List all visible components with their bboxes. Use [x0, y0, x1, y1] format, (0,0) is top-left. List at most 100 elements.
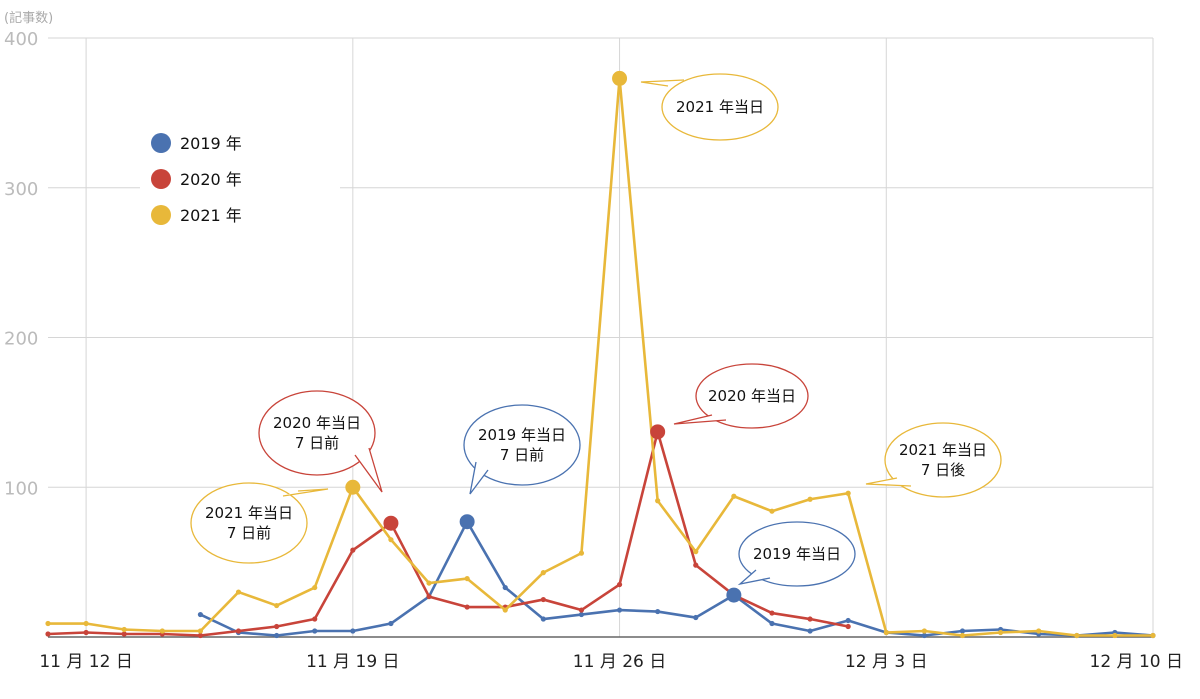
callout-tail	[865, 477, 912, 487]
callout-tail-fill	[674, 415, 726, 424]
data-point	[655, 608, 661, 615]
x-tick-label: 12 月 10 日	[1090, 652, 1183, 672]
callout-a2020-day: 2020 年当日	[673, 363, 809, 429]
legend-background	[140, 118, 340, 238]
data-point	[616, 581, 623, 588]
legend-label: 2019 年	[180, 134, 242, 153]
data-point	[1036, 628, 1042, 634]
data-point	[921, 628, 927, 634]
data-point	[312, 616, 318, 622]
callout-text: 2021 年当日	[205, 504, 293, 522]
callout-bubble	[190, 482, 308, 564]
highlight-point	[459, 514, 475, 530]
callout-text: 2021 年当日	[676, 98, 764, 116]
callout-bubble	[661, 73, 779, 141]
data-point	[578, 607, 585, 613]
data-point	[959, 628, 966, 634]
data-point	[197, 628, 204, 634]
data-point	[350, 547, 356, 553]
callout-text: 2021 年当日	[899, 441, 987, 459]
data-point	[197, 611, 204, 618]
data-point	[1150, 632, 1156, 639]
callout-text: 2019 年当日	[478, 426, 566, 444]
callout-bubble	[884, 422, 1002, 498]
data-point	[540, 570, 546, 576]
data-point	[388, 620, 394, 627]
callout-tail	[469, 461, 489, 495]
data-point	[1074, 632, 1080, 639]
data-point	[1112, 632, 1118, 639]
highlight-point	[612, 70, 628, 86]
legend-marker	[151, 205, 171, 225]
series-layer	[45, 70, 1156, 639]
data-point	[83, 620, 89, 627]
data-point	[312, 628, 318, 634]
y-tick-label: 300	[4, 179, 38, 200]
callout-a2019-7before: 2019 年当日 7 日前	[463, 404, 581, 495]
data-point	[769, 620, 775, 627]
highlight-point	[726, 587, 742, 603]
data-point	[845, 490, 851, 496]
callout-a2021-7after: 2021 年当日 7 日後	[865, 422, 1002, 498]
x-tick-label: 11 月 26 日	[573, 652, 666, 672]
highlight-point	[650, 424, 666, 440]
data-point	[578, 611, 585, 618]
data-point	[693, 614, 699, 621]
callout-text: 7 日後	[921, 461, 965, 479]
data-point	[769, 610, 775, 616]
data-point	[274, 623, 280, 630]
callout-text: 2019 年当日	[753, 545, 841, 563]
data-point	[121, 631, 127, 637]
x-tick-label: 11 月 19 日	[306, 652, 399, 672]
data-point	[959, 632, 966, 639]
legend-marker	[151, 169, 171, 189]
data-point	[388, 537, 394, 543]
data-point	[693, 562, 699, 568]
data-point	[159, 628, 165, 634]
callout-tail-fill	[740, 570, 770, 584]
series-line-2021年	[48, 77, 1153, 637]
data-point	[997, 629, 1004, 636]
callout-tail	[737, 569, 771, 586]
callout-text: 7 日前	[500, 446, 544, 464]
callout-text: 2020 年当日	[708, 387, 796, 405]
data-point	[540, 596, 546, 603]
x-tick-label: 12 月 3 日	[845, 652, 928, 672]
data-point	[235, 589, 242, 595]
callout-a2021-7before: 2021 年当日 7 日前	[190, 482, 329, 564]
y-tick-label: 400	[4, 29, 38, 50]
callout-tail-fill	[355, 448, 382, 492]
data-point	[426, 580, 432, 586]
data-point	[807, 628, 813, 634]
data-point	[426, 593, 432, 600]
data-point	[845, 623, 851, 630]
callout-text: 7 日前	[295, 434, 339, 452]
y-tick-label: 200	[4, 329, 38, 350]
callout-text: 2020 年当日	[273, 414, 361, 432]
callouts-layer: 2021 年当日 2020 年当日 2020 年当日 7 日前 2019 年当日 7 日前…	[190, 73, 1002, 587]
data-point	[731, 493, 737, 499]
callout-bubble	[695, 363, 809, 429]
data-point	[883, 629, 889, 636]
data-point	[312, 584, 318, 591]
data-point	[921, 632, 927, 639]
data-point	[235, 628, 242, 634]
data-point	[807, 496, 813, 502]
data-point	[578, 550, 585, 556]
data-point	[616, 607, 623, 613]
legend-label: 2020 年	[180, 170, 242, 189]
callout-a2019-day: 2019 年当日	[737, 521, 856, 587]
data-point	[274, 602, 280, 609]
legend-marker	[151, 133, 171, 153]
x-tick-label: 11 月 12 日	[39, 652, 132, 672]
data-point	[845, 617, 851, 624]
legend: 2019 年 2020 年 2021 年	[151, 133, 242, 225]
callout-tail	[282, 488, 329, 497]
data-point	[121, 626, 127, 633]
callout-a2021-day: 2021 年当日	[640, 73, 779, 141]
callout-bubble	[463, 404, 581, 486]
highlight-point	[345, 479, 361, 495]
data-point	[502, 584, 508, 591]
callout-bubble	[738, 521, 856, 587]
